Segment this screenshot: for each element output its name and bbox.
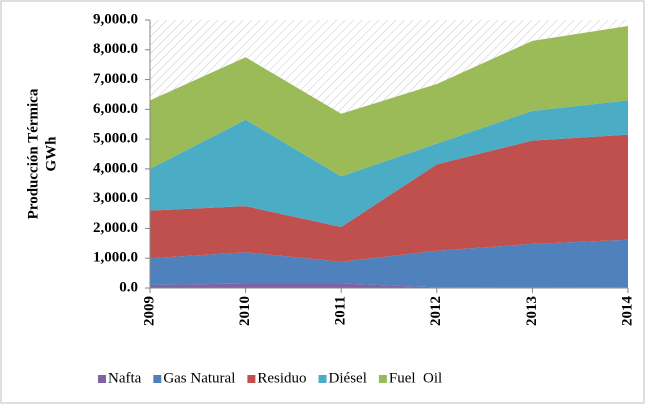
y-tick-label: 2,000.0 xyxy=(93,220,138,236)
legend-label: Gas Natural xyxy=(163,370,235,386)
x-tick-label: 2013 xyxy=(524,296,540,326)
legend-swatch xyxy=(318,375,327,383)
x-tick-label: 2014 xyxy=(619,296,635,327)
legend-swatch xyxy=(247,375,256,383)
y-axis-label: GWh xyxy=(43,136,59,172)
x-tick-label: 2010 xyxy=(237,296,253,326)
y-tick-label: 8,000.0 xyxy=(93,41,138,57)
x-tick-label: 2011 xyxy=(333,296,349,325)
legend-swatch xyxy=(153,375,162,383)
legend-label: Nafta xyxy=(108,370,142,386)
y-tick-label: 3,000.0 xyxy=(93,190,138,206)
area xyxy=(150,100,628,227)
legend-label: Fuel Oil xyxy=(389,370,442,386)
y-tick-label: 7,000.0 xyxy=(93,71,138,87)
area xyxy=(150,283,628,288)
area xyxy=(150,134,628,262)
y-tick-label: 6,000.0 xyxy=(93,101,138,117)
legend-label: Diésel xyxy=(329,370,367,386)
y-tick-label: 9,000.0 xyxy=(93,11,138,27)
legend-swatch xyxy=(378,375,387,383)
y-tick-label: 0.0 xyxy=(119,279,138,295)
area xyxy=(150,25,628,177)
x-tick-label: 2012 xyxy=(428,296,444,326)
y-tick-label: 4,000.0 xyxy=(93,160,138,176)
y-axis-label: Producción Térmica xyxy=(25,88,41,219)
x-tick-label: 2009 xyxy=(141,296,157,326)
y-tick-label: 1,000.0 xyxy=(93,250,138,266)
legend-swatch xyxy=(98,375,106,383)
legend-label: Residuo xyxy=(257,370,306,386)
y-tick-label: 5,000.0 xyxy=(93,131,138,147)
area xyxy=(150,239,628,288)
